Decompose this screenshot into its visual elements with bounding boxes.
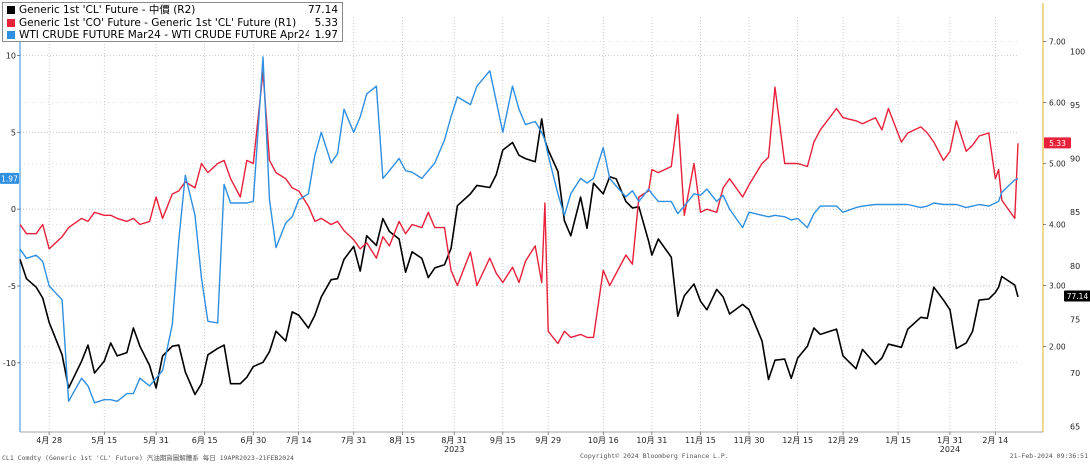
last-value-tag-label: 5.33 (1049, 139, 1066, 148)
series-line (19, 71, 1019, 345)
x-tick-label: 11月 15 (685, 436, 716, 445)
y-tick-label-r2: 70 (1070, 369, 1080, 378)
legend-swatch (7, 31, 15, 40)
tick-labels: 4月 28 5月 15 5月 31 6月 15 6月 30 7月 14 7月 31 8月 15… (3, 37, 1085, 454)
x-tick-label: 10月 31 (636, 436, 667, 445)
year-label: 2023 (444, 445, 464, 454)
last-value-tag: 5.33 (1044, 137, 1071, 149)
grid (20, 17, 1018, 432)
last-value-tag-box (0, 172, 19, 184)
y-tick-label-r1: 7.00 (1049, 37, 1066, 46)
legend-label: Generic 1st 'CL' Future - 中價 (R2) (19, 4, 196, 16)
x-tick-label: 7月 14 (286, 436, 312, 445)
x-tick-label: 6月 15 (192, 436, 218, 445)
legend-entry: Generic 1st 'CL' Future - 中價 (R2) 77.14 (7, 4, 338, 17)
y-tick-label-r1: 6.00 (1049, 98, 1066, 107)
footer-source: CL1 Comdty (Generic 1st 'CL' Future) 汽油期… (2, 454, 294, 462)
legend-swatch (7, 18, 15, 27)
y-tick-label-left: -5 (8, 282, 16, 291)
x-tick-label: 2月 14 (982, 436, 1008, 445)
y-tick-label-r2: 65 (1070, 423, 1080, 432)
legend: Generic 1st 'CL' Future - 中價 (R2) 77.14 … (2, 2, 343, 42)
y-tick-label-left: -10 (3, 359, 16, 368)
series-line (19, 118, 1019, 396)
x-tick-label: 4月 28 (36, 436, 62, 445)
x-tick-label: 10月 16 (588, 436, 619, 445)
x-tick-label: 12月 29 (828, 436, 859, 445)
last-value-tag: 1.97 (0, 172, 19, 184)
axes (17, 3, 1046, 435)
x-tick-label: 8月 31 (441, 436, 467, 445)
x-tick-label: 1月 31 (937, 436, 963, 445)
y-tick-label-r2: 80 (1070, 262, 1080, 271)
y-tick-label-r2: 90 (1070, 155, 1080, 164)
last-value-tag-label: 77.14 (1067, 292, 1089, 301)
x-tick-label: 9月 15 (490, 436, 516, 445)
legend-value: 5.33 (314, 16, 338, 29)
legend-entry: WTI CRUDE FUTURE Mar24 - WTI CRUDE FUTUR… (7, 29, 338, 42)
legend-label: Generic 1st 'CO' Future - Generic 1st 'C… (19, 16, 297, 29)
y-tick-label-r2: 100 (1070, 47, 1085, 56)
year-label: 2024 (940, 445, 960, 454)
x-tick-label: 1月 15 (885, 436, 911, 445)
legend-value: 1.97 (314, 29, 338, 41)
y-tick-label-r1: 3.00 (1049, 282, 1066, 291)
y-tick-label-r1: 4.00 (1049, 221, 1066, 230)
legend-swatch (7, 6, 15, 15)
x-tick-label: 5月 31 (143, 436, 169, 445)
last-value-tag-box (1064, 290, 1090, 302)
y-tick-label-left: 5 (11, 128, 16, 137)
x-tick-label: 9月 29 (535, 436, 561, 445)
legend-label: WTI CRUDE FUTURE Mar24 - WTI CRUDE FUTUR… (19, 29, 309, 41)
y-tick-label-r1: 2.00 (1049, 343, 1066, 352)
footer-timestamp: 21-Feb-2024 09:36:51 (1009, 452, 1088, 460)
y-tick-label-r1: 5.00 (1049, 159, 1066, 168)
x-tick-label: 8月 15 (389, 436, 415, 445)
x-tick-label: 7月 31 (341, 436, 367, 445)
last-value-tag-label: 1.97 (1, 174, 18, 183)
legend-entry: Generic 1st 'CO' Future - Generic 1st 'C… (7, 17, 338, 30)
y-tick-label-r2: 85 (1070, 208, 1080, 217)
last-value-tags: 1.97 5.33 77.14 (0, 137, 1090, 302)
x-tick-label: 12月 15 (782, 436, 813, 445)
last-value-tag: 77.14 (1064, 290, 1090, 302)
series-lines (19, 56, 1019, 404)
y-tick-label-r2: 95 (1070, 101, 1080, 110)
series-line (19, 56, 1019, 404)
legend-value: 77.14 (307, 4, 338, 16)
x-tick-label: 11月 30 (734, 436, 765, 445)
y-tick-label-left: 10 (6, 51, 16, 60)
last-value-tag-box (1044, 137, 1071, 149)
x-tick-label: 6月 30 (240, 436, 266, 445)
footer-copyright: Copyright© 2024 Bloomberg Finance L.P. (580, 452, 729, 460)
y-tick-label-r2: 75 (1070, 315, 1080, 324)
y-tick-label-left: 0 (11, 205, 16, 214)
x-tick-label: 5月 15 (91, 436, 117, 445)
